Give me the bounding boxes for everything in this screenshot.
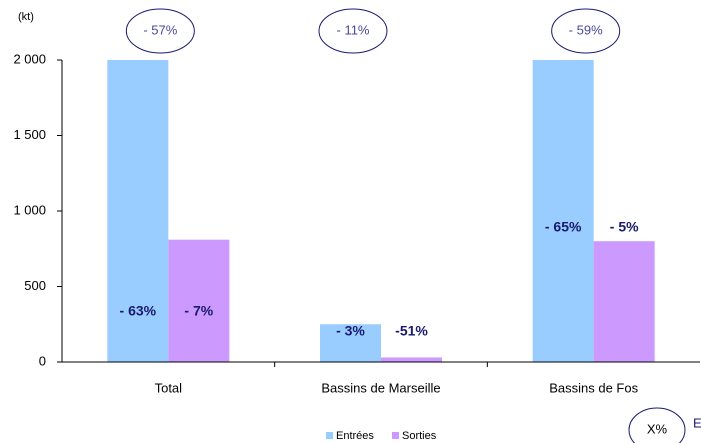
y-tick-label: 0 (39, 353, 46, 368)
total-change: - 11% (337, 22, 370, 37)
legend-label: Entrées (336, 430, 374, 442)
legend-swatch (326, 432, 333, 439)
note-text: E (693, 415, 701, 430)
total-change: - 59% (569, 22, 603, 37)
bar-annotation: -51% (395, 323, 428, 339)
x-tick-label: Total (155, 380, 183, 395)
bar-annotation: - 5% (610, 219, 639, 235)
bar (107, 60, 169, 362)
total-change-outline (551, 8, 621, 54)
unit-label: (kt) (18, 11, 34, 23)
bar (168, 239, 230, 362)
total-change-outline (318, 8, 388, 54)
total-change: - 57% (143, 22, 177, 37)
bar (593, 241, 655, 362)
bar-annotation: - 63% (120, 303, 157, 319)
bar (532, 60, 594, 362)
y-tick-label: 1 500 (13, 127, 46, 142)
legend-swatch (392, 432, 399, 439)
bar-annotation: - 7% (184, 303, 213, 319)
note-badge: X% (647, 421, 668, 436)
bar-annotation: - 65% (545, 219, 582, 235)
y-tick-label: 1 000 (13, 202, 46, 217)
bar-annotation: - 3% (336, 323, 365, 339)
x-tick-label: Bassins de Fos (549, 380, 638, 395)
total-change-outline (125, 8, 195, 54)
note-badge-outline (628, 407, 686, 443)
y-tick-label: 500 (24, 278, 46, 293)
y-tick-label: 2 000 (13, 51, 46, 66)
bar (381, 357, 442, 362)
bar (320, 324, 381, 362)
legend-label: Sorties (402, 430, 437, 442)
x-tick-label: Bassins de Marseille (321, 380, 440, 395)
